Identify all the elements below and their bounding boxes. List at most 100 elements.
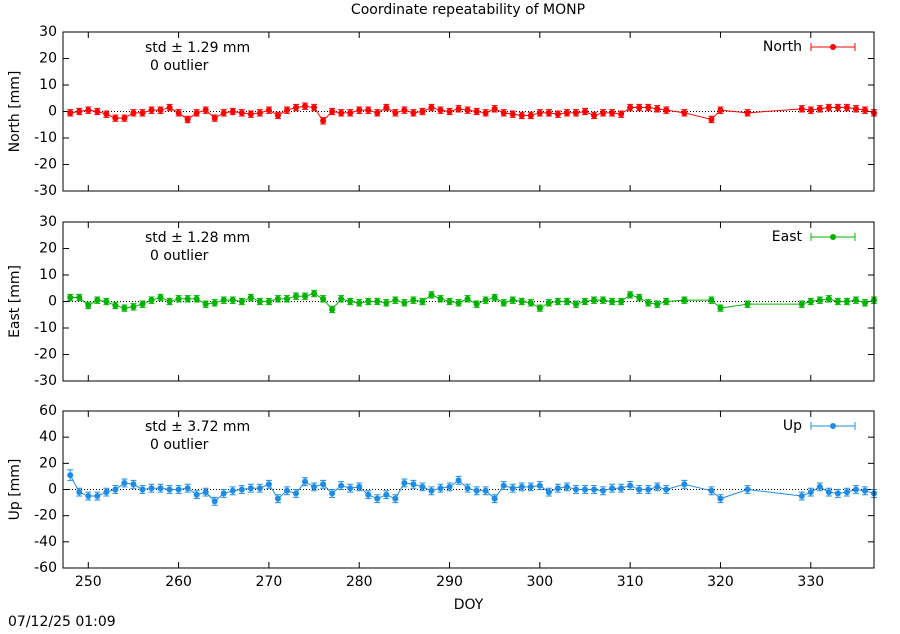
legend-marker bbox=[830, 423, 836, 429]
data-point bbox=[374, 495, 381, 502]
data-point bbox=[419, 298, 426, 305]
data-point bbox=[681, 109, 688, 116]
data-point bbox=[627, 104, 634, 111]
data-point bbox=[437, 107, 444, 114]
data-point bbox=[130, 481, 137, 488]
data-point bbox=[166, 298, 173, 305]
data-point bbox=[238, 298, 245, 305]
data-point bbox=[121, 115, 128, 122]
data-point bbox=[220, 490, 227, 497]
data-point bbox=[600, 487, 607, 494]
data-point bbox=[265, 107, 272, 114]
data-point bbox=[347, 298, 354, 305]
y-tick-label: -60 bbox=[34, 560, 57, 576]
data-point bbox=[446, 298, 453, 305]
data-point bbox=[392, 495, 399, 502]
data-point bbox=[293, 490, 300, 497]
data-point bbox=[455, 477, 462, 484]
data-point bbox=[293, 293, 300, 300]
data-point bbox=[518, 483, 525, 490]
data-point bbox=[663, 298, 670, 305]
data-point bbox=[708, 297, 715, 304]
data-point bbox=[112, 486, 119, 493]
data-point bbox=[618, 298, 625, 305]
data-point bbox=[229, 297, 236, 304]
y-axis-label: East [mm] bbox=[7, 265, 23, 338]
data-point bbox=[374, 298, 381, 305]
data-point bbox=[148, 297, 155, 304]
data-point bbox=[708, 116, 715, 123]
series-line bbox=[69, 474, 875, 502]
data-point bbox=[527, 483, 534, 490]
data-point bbox=[139, 301, 146, 308]
data-point bbox=[509, 297, 516, 304]
data-point bbox=[437, 295, 444, 302]
x-tick-label: 300 bbox=[526, 574, 553, 590]
data-point bbox=[329, 306, 336, 313]
x-tick-label: 270 bbox=[256, 574, 283, 590]
data-point bbox=[491, 495, 498, 502]
data-point bbox=[554, 485, 561, 492]
data-point bbox=[509, 111, 516, 118]
data-point bbox=[67, 294, 74, 301]
x-axis-label: DOY bbox=[454, 597, 484, 613]
data-point bbox=[392, 297, 399, 304]
data-point bbox=[663, 107, 670, 114]
data-point bbox=[157, 107, 164, 114]
data-point bbox=[645, 299, 652, 306]
legend-marker bbox=[830, 234, 836, 240]
data-point bbox=[609, 298, 616, 305]
data-point bbox=[283, 487, 290, 494]
data-point bbox=[816, 483, 823, 490]
data-point bbox=[627, 291, 634, 298]
data-point bbox=[491, 294, 498, 301]
data-point bbox=[717, 495, 724, 502]
data-point bbox=[85, 107, 92, 114]
data-point bbox=[338, 295, 345, 302]
data-point bbox=[320, 481, 327, 488]
std-annotation: std ± 1.28 mm bbox=[145, 230, 250, 246]
data-point bbox=[455, 105, 462, 112]
data-point bbox=[410, 109, 417, 116]
data-point bbox=[618, 485, 625, 492]
data-point bbox=[437, 485, 444, 492]
data-point bbox=[582, 108, 589, 115]
data-point bbox=[807, 107, 814, 114]
data-point bbox=[816, 297, 823, 304]
data-point bbox=[265, 298, 272, 305]
data-point bbox=[825, 295, 832, 302]
legend-label: North bbox=[763, 39, 802, 55]
data-point bbox=[302, 293, 309, 300]
x-tick-label: 290 bbox=[436, 574, 463, 590]
data-point bbox=[76, 489, 83, 496]
data-point bbox=[428, 104, 435, 111]
data-point bbox=[121, 305, 128, 312]
legend-label: Up bbox=[783, 418, 802, 434]
data-point bbox=[807, 489, 814, 496]
plot-frame bbox=[62, 31, 875, 192]
data-point bbox=[274, 112, 281, 119]
data-point bbox=[274, 495, 281, 502]
data-point bbox=[139, 486, 146, 493]
data-point bbox=[744, 486, 751, 493]
data-point bbox=[401, 479, 408, 486]
data-point bbox=[825, 104, 832, 111]
data-point bbox=[211, 115, 218, 122]
data-point bbox=[861, 107, 868, 114]
data-point bbox=[85, 493, 92, 500]
data-point bbox=[365, 298, 372, 305]
data-point bbox=[148, 485, 155, 492]
data-point bbox=[428, 291, 435, 298]
y-tick-label: 40 bbox=[39, 429, 57, 445]
data-point bbox=[834, 104, 841, 111]
data-point bbox=[410, 297, 417, 304]
data-point bbox=[283, 107, 290, 114]
outlier-annotation: 0 outlier bbox=[150, 58, 209, 74]
data-point bbox=[256, 485, 263, 492]
data-point bbox=[247, 294, 254, 301]
timestamp: 07/12/25 01:09 bbox=[8, 614, 116, 630]
data-point bbox=[861, 299, 868, 306]
data-point bbox=[193, 109, 200, 116]
data-point bbox=[852, 105, 859, 112]
x-tick-label: 280 bbox=[346, 574, 373, 590]
